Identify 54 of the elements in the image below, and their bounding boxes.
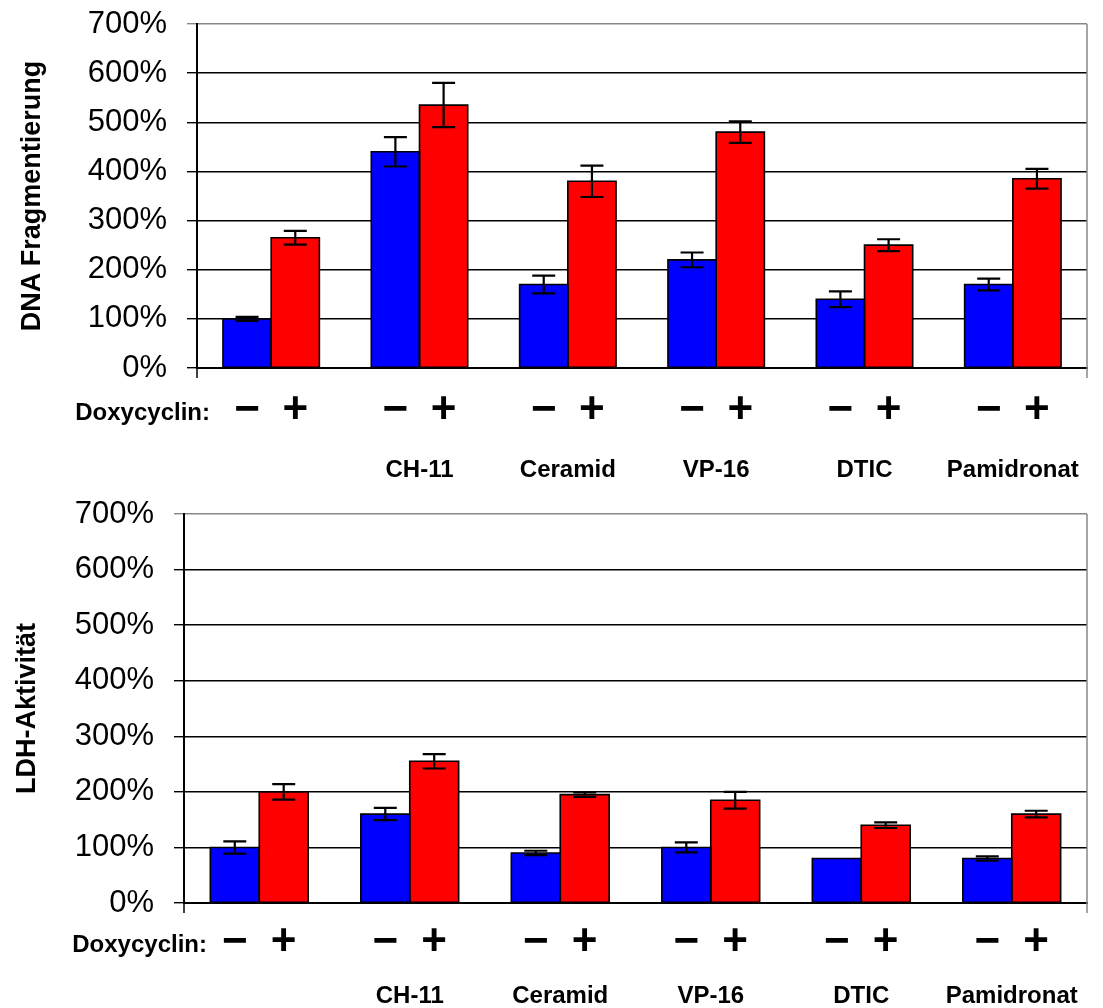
y-tick-label: 400%	[74, 661, 154, 697]
x-tick-label: VP-16	[682, 455, 750, 483]
y-tick-label: 100%	[87, 299, 167, 335]
y-tick-label: 300%	[74, 716, 154, 752]
x-tick-label: CH-11	[375, 981, 444, 1008]
series-label: +	[282, 383, 309, 433]
series-label: −	[221, 915, 248, 965]
x-tick-label: DTIC	[836, 455, 893, 483]
series-label: +	[270, 915, 297, 965]
text: −	[679, 383, 705, 433]
text: +	[722, 915, 749, 965]
y-tick-label: 0%	[109, 883, 154, 919]
x-tick-label: DTIC	[833, 981, 890, 1008]
y-tick-label: 500%	[74, 605, 154, 641]
text: +	[579, 383, 605, 433]
x-tick-label: Ceramid	[519, 455, 616, 483]
text: −	[382, 383, 409, 433]
text: −	[975, 383, 1002, 433]
text: −	[530, 383, 557, 433]
y-tick-label: 500%	[87, 102, 167, 138]
series-label: −	[234, 383, 260, 433]
text: +	[421, 915, 448, 965]
y-tick-label: 700%	[74, 494, 154, 530]
y-tick-label: 0%	[122, 348, 167, 384]
text: −	[974, 915, 1001, 965]
y-tick-label: 600%	[74, 550, 154, 586]
text: −	[827, 383, 854, 433]
text: −	[823, 915, 850, 965]
x-tick-label: Pamidronat	[945, 981, 1078, 1008]
x-tick-label: Ceramid	[512, 981, 609, 1008]
y-tick-label: 600%	[87, 53, 167, 89]
y-tick-label: 400%	[87, 151, 167, 187]
x-tick-label: Pamidronat	[946, 455, 1079, 483]
text: +	[430, 383, 457, 433]
text: −	[673, 915, 700, 965]
y-tick-label: 200%	[74, 772, 154, 808]
text: +	[875, 383, 902, 433]
x-tick-label: VP-16	[677, 981, 745, 1008]
text: −	[372, 915, 399, 965]
legend-title: Doxycyclin:	[72, 929, 207, 957]
text: +	[727, 383, 754, 433]
y-axis-title: DNA Fragmentierung	[15, 60, 46, 332]
y-tick-label: 700%	[87, 4, 167, 40]
text: +	[1024, 383, 1050, 433]
text: +	[1023, 915, 1050, 965]
text: −	[522, 915, 549, 965]
y-tick-label: 100%	[74, 827, 154, 863]
y-axis-title: LDH-Aktivität	[10, 622, 41, 795]
text: +	[571, 915, 598, 965]
y-tick-label: 300%	[87, 201, 167, 237]
y-tick-label: 200%	[87, 250, 167, 286]
x-tick-label: CH-11	[385, 455, 454, 483]
legend-title: Doxycyclin:	[75, 397, 210, 425]
text: +	[872, 915, 899, 965]
